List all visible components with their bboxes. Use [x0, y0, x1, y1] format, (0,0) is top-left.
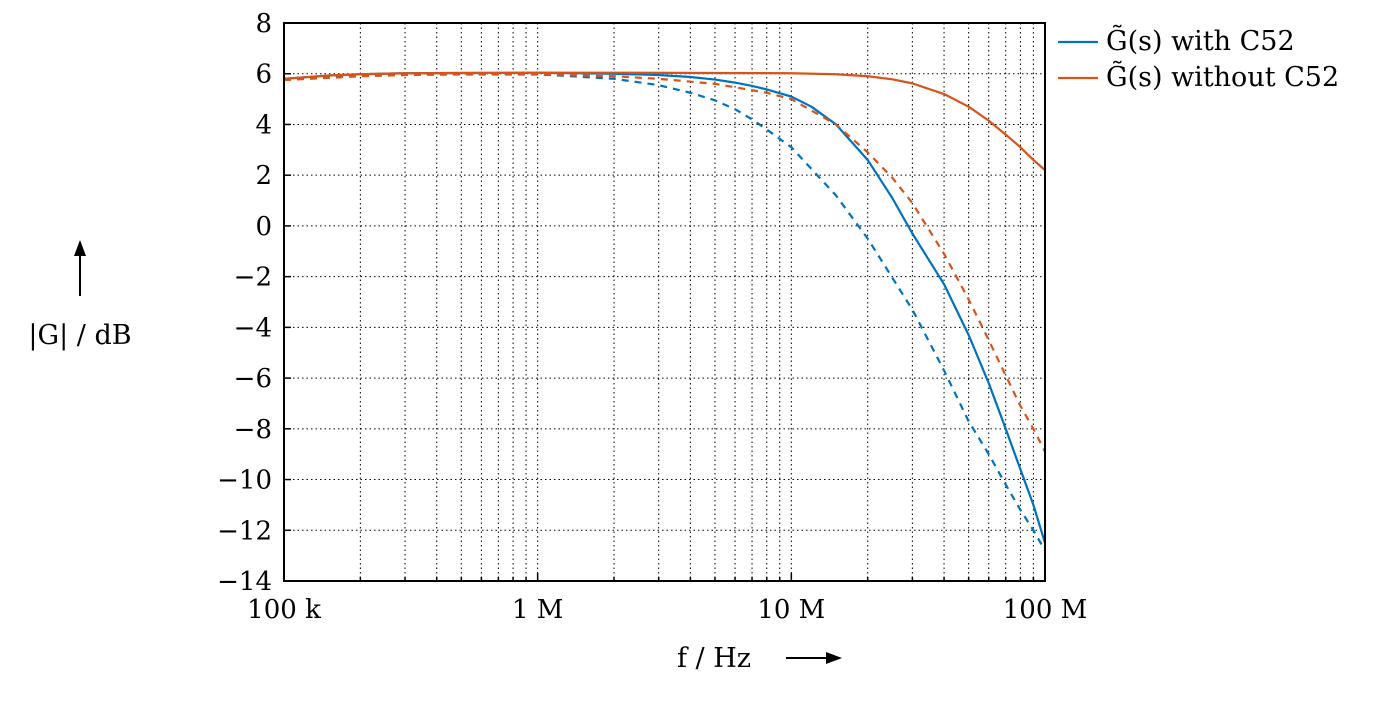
x-tick-label: 100 M — [1003, 595, 1088, 625]
series-group — [284, 71, 1045, 552]
y-tick-label: −4 — [234, 313, 272, 343]
x-axis-arrow-head — [826, 652, 842, 664]
y-tick-label: −14 — [217, 567, 272, 597]
y-axis-title-group: |G| / dB — [28, 240, 132, 351]
y-tick-label: 4 — [255, 110, 272, 140]
legend-label-without-c52: G̃(s) without C52 — [1106, 60, 1339, 93]
y-tick-labels: 8 6 4 2 0 −2 −4 −6 −8 −10 −12 −14 — [217, 9, 272, 597]
y-tick-label: 8 — [255, 9, 272, 39]
x-axis-title: f / Hz — [677, 643, 751, 674]
series-line-0-solid — [284, 71, 1045, 544]
grid — [284, 23, 1045, 581]
x-tick-labels: 100 k 1 M 10 M 100 M — [247, 595, 1087, 625]
x-tick-label: 1 M — [512, 595, 563, 625]
x-tick-label: 100 k — [247, 595, 321, 625]
y-tick-label: 0 — [255, 212, 272, 242]
plot-frame — [283, 22, 1046, 582]
y-tick-label: −12 — [217, 516, 272, 546]
y-axis-title: |G| / dB — [28, 320, 131, 351]
y-tick-label: 2 — [255, 161, 272, 191]
y-axis-arrow-head — [74, 240, 86, 256]
y-tick-label: −10 — [217, 466, 272, 496]
legend-label-with-c52: G̃(s) with C52 — [1106, 24, 1295, 57]
ticks — [284, 22, 1035, 582]
y-tick-label: −2 — [234, 263, 272, 293]
series-line-1-dashed — [284, 72, 1045, 552]
series-line-3-dashed — [284, 73, 1045, 453]
x-tick-label: 10 M — [757, 595, 825, 625]
y-tick-label: 6 — [255, 60, 272, 90]
legend: G̃(s) with C52 G̃(s) without C52 — [1058, 24, 1339, 93]
series-line-2-solid — [284, 71, 1045, 171]
x-axis-title-group: f / Hz — [677, 643, 842, 674]
y-tick-label: −6 — [234, 364, 272, 394]
y-tick-label: −8 — [234, 415, 272, 445]
